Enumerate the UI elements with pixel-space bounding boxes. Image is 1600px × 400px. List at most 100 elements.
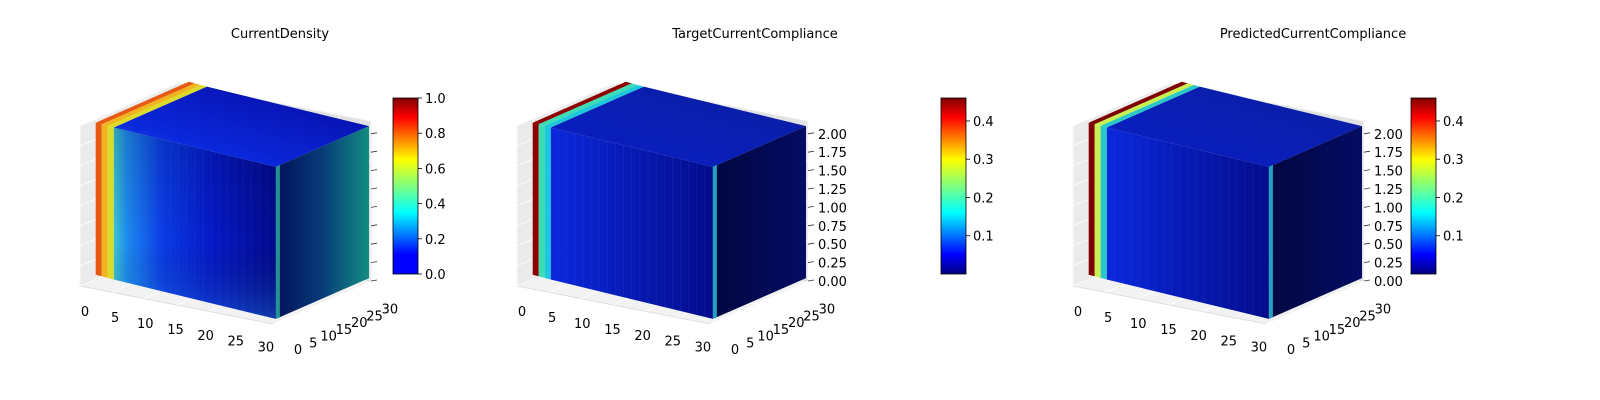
chart-title: CurrentDensity [231,27,330,42]
z-tick-mark [807,279,815,282]
colorbar-tick-label: 0.2 [425,233,446,248]
z-tick-mark [807,224,815,227]
y-tick-label: 30 [1375,303,1392,318]
chart-title: PredictedCurrentCompliance [1220,27,1406,42]
z-tick-mark [370,150,378,153]
boundary-strip [532,122,539,277]
z-tick-label: 2.00 [818,128,847,143]
z-tick-label: 1.75 [818,146,847,161]
x-tick-label: 20 [197,329,214,344]
y-tick-label: 20 [1344,316,1361,331]
z-tick-mark [1363,206,1371,208]
x-tick-label: 0 [1074,305,1082,320]
x-tick-label: 5 [548,311,556,326]
z-tick-mark [1363,132,1371,135]
z-tick-mark [807,187,815,190]
y-tick-label: 15 [1329,323,1346,338]
z-tick-mark [1363,224,1371,227]
boundary-strip-top [1088,81,1188,125]
z-tick-mark [1363,187,1371,190]
x-tick-label: 10 [1130,317,1147,332]
z-tick-label: 0.00 [1374,275,1403,290]
z-tick-label: 0.75 [1374,220,1403,235]
y-tick-label: 20 [788,316,805,331]
y-tick-label: 5 [1302,336,1310,351]
x-tick-label: 30 [258,341,275,356]
colorbar-tick-label: 0.4 [973,115,994,130]
colorbar-tick-label: 0.4 [1443,115,1464,130]
boundary-strip [95,122,102,277]
z-tick-mark [1363,279,1371,282]
colorbar-tick-label: 0.2 [1443,191,1464,206]
cube-front-face [550,127,713,319]
x-tick-label: 15 [167,323,184,338]
z-tick-mark [370,224,378,227]
y-tick-label: 30 [382,303,399,318]
colorbar [940,97,967,275]
boundary-strip [1094,124,1101,278]
z-tick-mark [1363,169,1371,171]
z-tick-mark [370,261,378,263]
x-tick-label: 25 [1221,335,1238,350]
grid-line [79,82,372,127]
boundary-strip [544,125,551,280]
z-tick-label: 1.00 [818,201,847,216]
boundary-strip-top [538,83,638,126]
boundary-strip-top [544,85,644,128]
z-tick-mark [370,242,378,245]
colorbar-tick-label: 0.8 [425,127,446,142]
y-tick-label: 10 [757,330,774,345]
z-tick-label: 1.00 [1374,201,1403,216]
y-tick-label: 0 [294,343,302,358]
boundary-strip [1100,125,1107,280]
colorbar-tick-label: 0.2 [973,191,994,206]
colorbar-tick-label: 0.1 [1443,230,1464,245]
z-tick-label: 0.00 [818,275,847,290]
chart-title: TargetCurrentCompliance [671,27,838,42]
boundary-strip-top [1094,83,1194,126]
z-tick-label: 0.25 [818,257,847,272]
cube-top-face [1106,86,1362,167]
boundary-strip-top [1100,85,1200,128]
grid-line [1265,280,1365,325]
y-tick-label: 10 [1313,330,1330,345]
y-tick-label: 10 [320,330,337,345]
colorbar [392,97,419,275]
colorbar-tick-label: 1.0 [425,92,446,107]
cube-side-face [712,126,806,319]
grid-line [272,280,372,325]
boundary-strip [538,124,545,278]
y-tick-label: 0 [731,343,739,358]
z-tick-mark [807,242,815,245]
cube-front-shade [113,127,276,319]
z-tick-mark [370,169,378,171]
x-tick-label: 5 [1104,311,1112,326]
boundary-strip-top [95,81,195,125]
y-tick-label: 0 [1287,343,1295,358]
z-tick-mark [807,169,815,171]
grid-line [709,280,809,325]
colorbar-tick-label: 0.0 [425,268,446,283]
boundary-strip-right [1268,164,1273,319]
cube-front-face [1106,127,1269,319]
z-tick-label: 1.50 [1374,165,1403,180]
boundary-strip-right [712,164,717,319]
x-tick-label: 20 [1190,329,1207,344]
boundary-strip-top [107,85,207,128]
colorbar [1410,97,1437,275]
grid-line [1072,82,1365,127]
x-tick-label: 30 [695,341,712,356]
y-tick-label: 15 [336,323,353,338]
z-tick-label: 0.75 [818,220,847,235]
y-tick-label: 25 [366,309,383,324]
z-tick-label: 1.50 [818,165,847,180]
z-tick-mark [1363,261,1371,263]
y-tick-label: 20 [351,316,368,331]
x-tick-label: 10 [574,317,591,332]
z-tick-mark [807,132,815,135]
colorbar-tick-label: 0.3 [973,153,994,168]
z-tick-label: 0.50 [818,238,847,253]
boundary-strip-right [275,164,280,319]
